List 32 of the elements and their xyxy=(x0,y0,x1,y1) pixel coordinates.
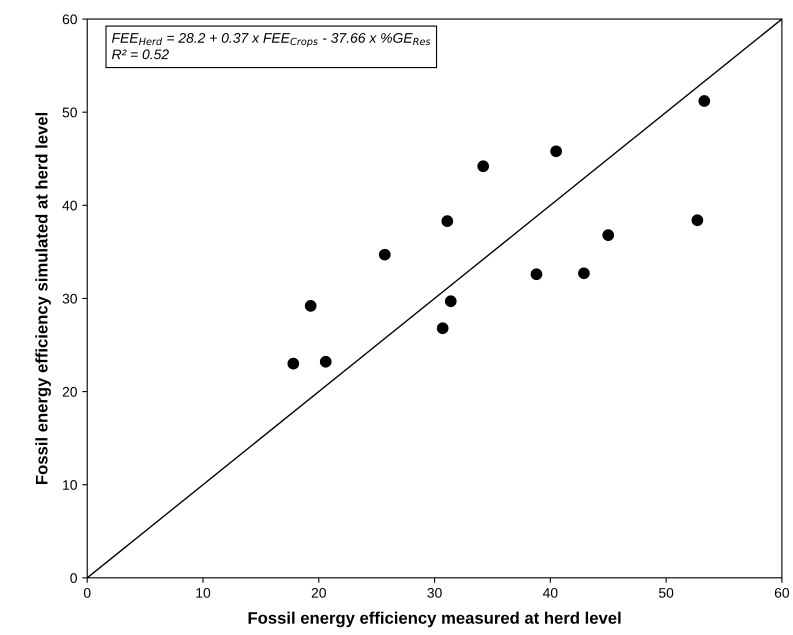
point xyxy=(441,215,454,227)
point xyxy=(378,248,391,261)
y-tick-label: 30 xyxy=(62,294,77,304)
point xyxy=(320,356,332,368)
y-tick-label: 0 xyxy=(70,573,77,584)
x-tick-label: 30 xyxy=(427,588,442,598)
x-tick-label: 20 xyxy=(312,588,326,598)
y-tick-label: 50 xyxy=(62,108,77,118)
x-tick-label: 10 xyxy=(196,588,210,598)
point xyxy=(304,300,317,312)
point xyxy=(444,295,457,308)
y-tick-label: 40 xyxy=(62,200,77,210)
point xyxy=(578,267,590,280)
annotation: FEE$_{Herd}$ = 28.2 + 0.37 x FEE$_{Crops}$ - 37.66 x %GE$_{Res}$ xyxy=(112,33,430,48)
point xyxy=(287,358,300,370)
point xyxy=(550,145,562,158)
x-tick-label: 50 xyxy=(658,588,674,598)
point xyxy=(477,160,490,172)
y-tick-label: 10 xyxy=(63,480,77,490)
y-tick-label: 20 xyxy=(62,386,77,397)
x-tick-label: 60 xyxy=(774,588,790,598)
x-tick-label: 40 xyxy=(542,588,558,598)
point xyxy=(530,268,542,280)
y-tick-label: 60 xyxy=(62,14,77,24)
x-axis-title: Fossil energy efficiency measured at herd level xyxy=(248,612,621,628)
y-axis-title: Fossil energy efficiency simulated at herd level xyxy=(35,112,51,484)
point xyxy=(698,95,710,107)
point xyxy=(692,214,704,226)
point xyxy=(602,229,614,241)
point xyxy=(436,322,449,334)
annotation: R² = 0.52 xyxy=(112,49,169,60)
x-tick-label: 0 xyxy=(84,588,91,598)
